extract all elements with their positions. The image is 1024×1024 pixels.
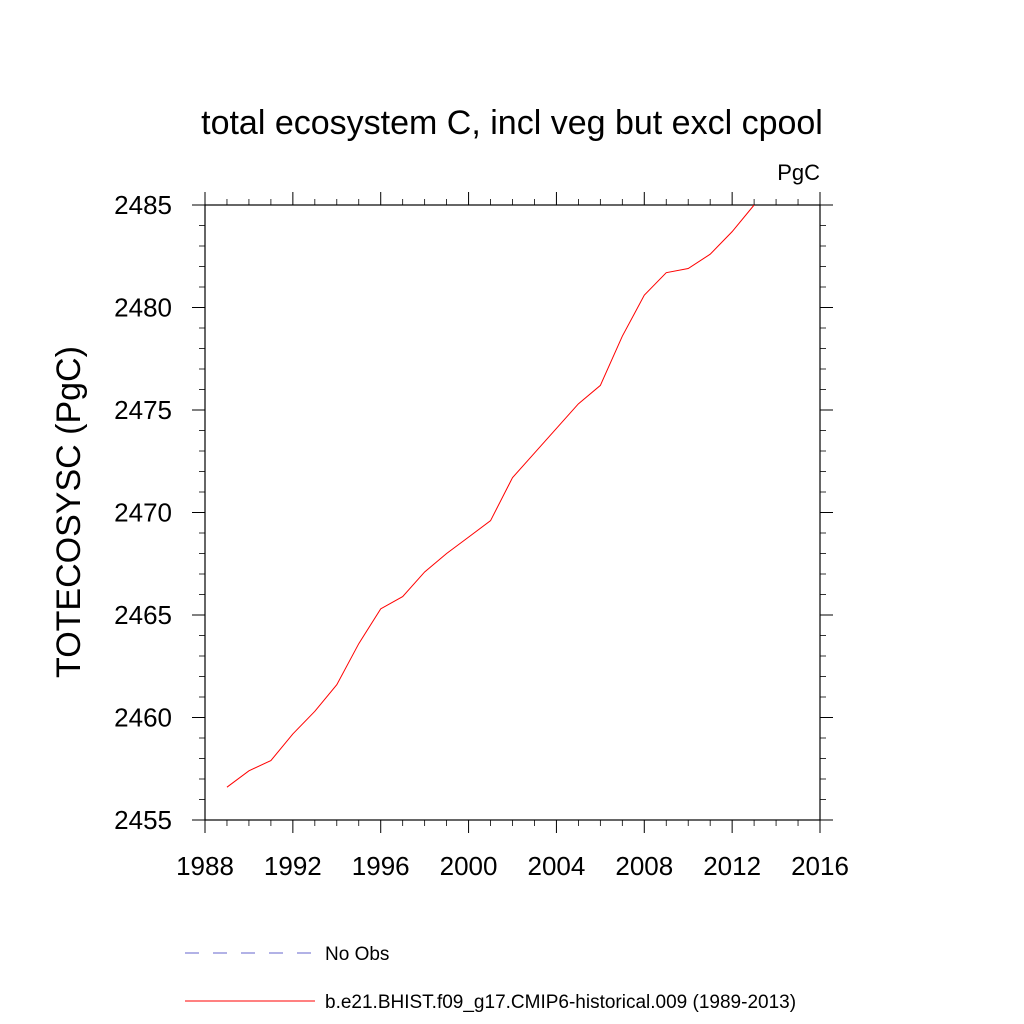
y-axis-label: TOTECOSYSC (PgC) (50, 346, 88, 678)
x-tick-label: 2004 (528, 851, 586, 881)
x-tick-label: 2012 (703, 851, 761, 881)
x-tick-labels: 1988 1992 1996 2000 2004 2008 2012 2016 (176, 851, 849, 881)
series-layer (226, 204, 755, 788)
axis-ticks (192, 192, 833, 833)
x-tick-label: 1992 (264, 851, 322, 881)
y-tick-label: 2455 (114, 805, 172, 835)
y-tick-label: 2485 (114, 190, 172, 220)
legend-label-historical: b.e21.BHIST.f09_g17.CMIP6-historical.009… (325, 992, 796, 1013)
y-tick-label: 2460 (114, 703, 172, 733)
x-tick-label: 1996 (352, 851, 410, 881)
legend: No Obs b.e21.BHIST.f09_g17.CMIP6-histori… (185, 944, 796, 1013)
chart-title: total ecosystem C, incl veg but excl cpo… (201, 104, 823, 142)
x-tick-label: 2000 (440, 851, 498, 881)
y-tick-label: 2465 (114, 600, 172, 630)
legend-label-no-obs: No Obs (325, 944, 389, 965)
y-tick-label: 2470 (114, 498, 172, 528)
y-tick-label: 2475 (114, 395, 172, 425)
y-tick-labels: 2455 2460 2465 2470 2475 2480 2485 (114, 190, 172, 835)
x-tick-label: 2016 (791, 851, 849, 881)
plot-frame (204, 204, 821, 821)
y-tick-label: 2480 (114, 293, 172, 323)
units-label: PgC (777, 160, 820, 185)
x-tick-label: 1988 (176, 851, 234, 881)
x-tick-label: 2008 (615, 851, 673, 881)
series-line-1 (226, 204, 755, 788)
